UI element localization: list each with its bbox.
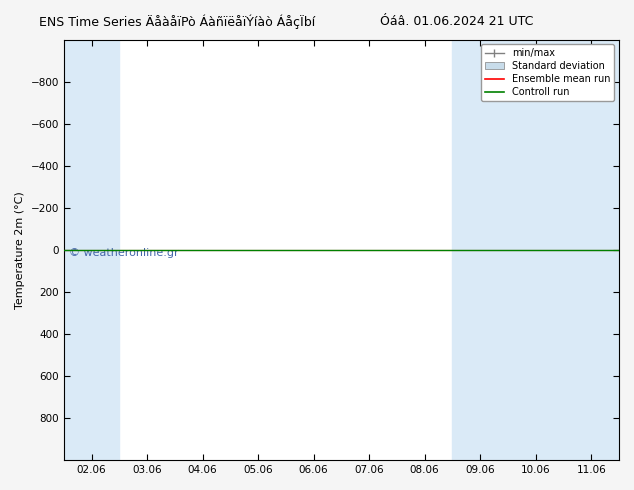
Bar (453, 40, 508, 460)
Text: © weatheronline.gr: © weatheronline.gr (69, 248, 179, 258)
Bar (564, 40, 619, 460)
Bar (508, 40, 564, 460)
Text: ENS Time Series ÄåàåïPò ÁàñïëåïÝíàò ÁåçÏbí: ENS Time Series ÄåàåïPò ÁàñïëåïÝíàò ÁåçÏ… (39, 15, 316, 29)
Y-axis label: Temperature 2m (°C): Temperature 2m (°C) (15, 191, 25, 309)
Legend: min/max, Standard deviation, Ensemble mean run, Controll run: min/max, Standard deviation, Ensemble me… (481, 45, 614, 101)
Bar (64, 40, 119, 460)
Text: Óáâ. 01.06.2024 21 UTC: Óáâ. 01.06.2024 21 UTC (380, 15, 533, 28)
